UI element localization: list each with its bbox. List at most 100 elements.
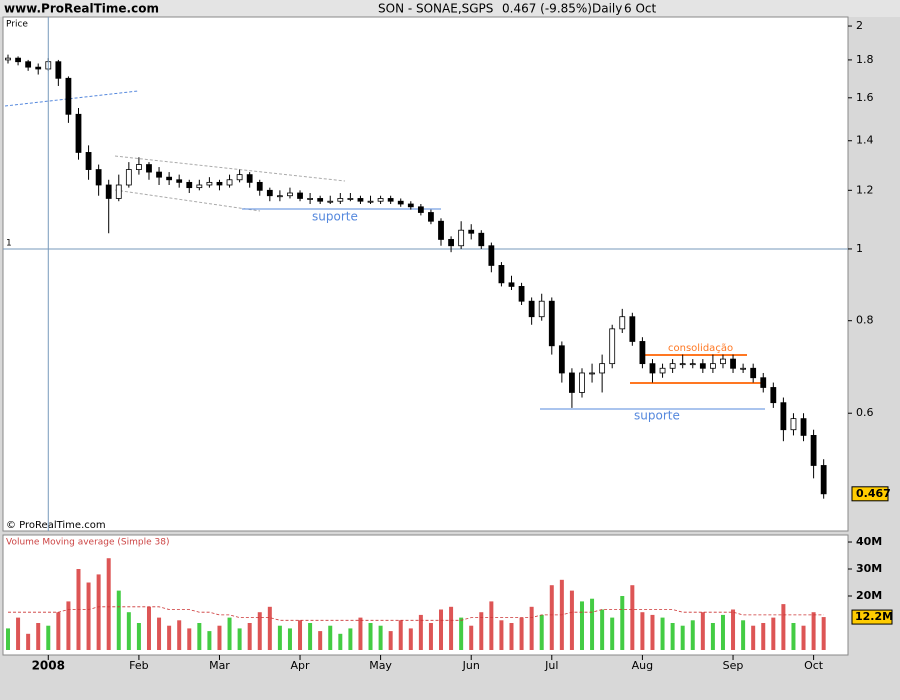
x-tick-label: Sep (723, 659, 744, 672)
volume-bar (761, 623, 766, 650)
volume-bar (690, 620, 695, 650)
symbol: SON - SONAE,SGPS (378, 2, 493, 16)
candle-body (518, 286, 525, 302)
volume-bar (106, 558, 111, 650)
candle-body (246, 174, 253, 183)
volume-bar (398, 620, 403, 650)
annotation: consolidação (668, 343, 733, 354)
candle-body (820, 465, 827, 495)
header-bar (0, 0, 900, 17)
volume-bar (428, 623, 433, 650)
candle-body (609, 328, 616, 365)
candle-body (720, 358, 726, 365)
candle-body (196, 184, 203, 189)
volume-bar (529, 606, 534, 650)
annotation: suporte (312, 210, 358, 224)
x-tick-label: Jul (544, 659, 558, 672)
volume-bar (167, 625, 172, 650)
last-price-box (851, 486, 889, 502)
volume-bar (308, 623, 313, 650)
volume-bar (267, 606, 272, 650)
volume-bar (811, 612, 816, 650)
candle-body (498, 265, 505, 284)
volume-bar (680, 625, 685, 650)
volume-bar (146, 606, 151, 650)
x-tick-label: Apr (291, 659, 311, 672)
volume-bar (388, 631, 393, 650)
volume-bar (499, 620, 504, 650)
candle-body (266, 189, 273, 197)
candle-body (95, 169, 102, 186)
volume-bar (710, 623, 715, 650)
volume-bar (720, 614, 725, 650)
volume-bar (751, 625, 756, 650)
last-price-label: 0.467 (856, 487, 891, 500)
candle-body (65, 77, 72, 115)
volume-bar (449, 606, 454, 650)
volume-bar (489, 601, 494, 650)
candle-body (750, 367, 757, 379)
price-panel (2, 16, 849, 532)
volume-bar (630, 585, 635, 650)
volume-bar (217, 625, 222, 650)
candle-body (699, 363, 706, 369)
x-tick-label: Oct (804, 659, 824, 672)
candle-body (25, 61, 32, 68)
date: 6 Oct (624, 2, 656, 16)
y-tick-label: 0.8 (856, 314, 874, 327)
volume-bar (801, 625, 806, 650)
site: www.ProRealTime.com (4, 2, 159, 16)
volume-bar (821, 617, 826, 650)
candle-body (599, 363, 606, 374)
candle-body (619, 316, 626, 330)
trend-line (4, 90, 139, 107)
candle-body (387, 198, 394, 202)
candle-body (810, 435, 817, 466)
volume-bar (328, 625, 333, 650)
volume-bar (16, 617, 21, 650)
candle-body (428, 212, 434, 222)
candle-body (740, 367, 747, 370)
candle-body (760, 377, 767, 388)
candle-body (15, 57, 21, 63)
candle-body (136, 164, 142, 170)
volume-bar (287, 628, 292, 650)
candle-body (629, 316, 636, 342)
volume-bar (640, 612, 645, 650)
volume-bar (237, 628, 242, 650)
channel-line (114, 189, 261, 212)
candle-body (589, 372, 595, 375)
volume-bar (6, 628, 10, 650)
volume-bar (257, 612, 262, 650)
candle-body (55, 61, 62, 79)
volume-bar (418, 614, 423, 650)
candle-body (176, 179, 183, 183)
candle-body (639, 341, 646, 365)
volume-bar (408, 628, 413, 650)
volume-bar (610, 617, 615, 650)
x-tick-label: Mar (209, 659, 230, 672)
candle-body (307, 198, 314, 200)
volume-bar (741, 620, 746, 650)
candle-body (327, 200, 334, 203)
y-tick-label: 40M (856, 535, 882, 548)
volume-bar (46, 625, 51, 650)
candle-body (125, 169, 132, 186)
candle-body (166, 176, 173, 181)
candle-body (579, 372, 585, 393)
volume-bar (579, 601, 584, 650)
volume-bar (549, 585, 554, 650)
candle-body (347, 198, 354, 200)
candle-body (317, 198, 324, 202)
y-tick-label: 1.4 (856, 134, 874, 147)
volume-bar (36, 623, 41, 650)
x-tick-label: Jun (462, 659, 480, 672)
volume-bar (660, 617, 665, 650)
volume-bar (298, 620, 303, 650)
y-tick-label: 0.6 (856, 406, 874, 419)
volume-bar (96, 574, 101, 650)
candle-body (790, 418, 797, 431)
quote: 0.467 (-9.85%) (502, 2, 592, 16)
candle-body (538, 300, 545, 318)
